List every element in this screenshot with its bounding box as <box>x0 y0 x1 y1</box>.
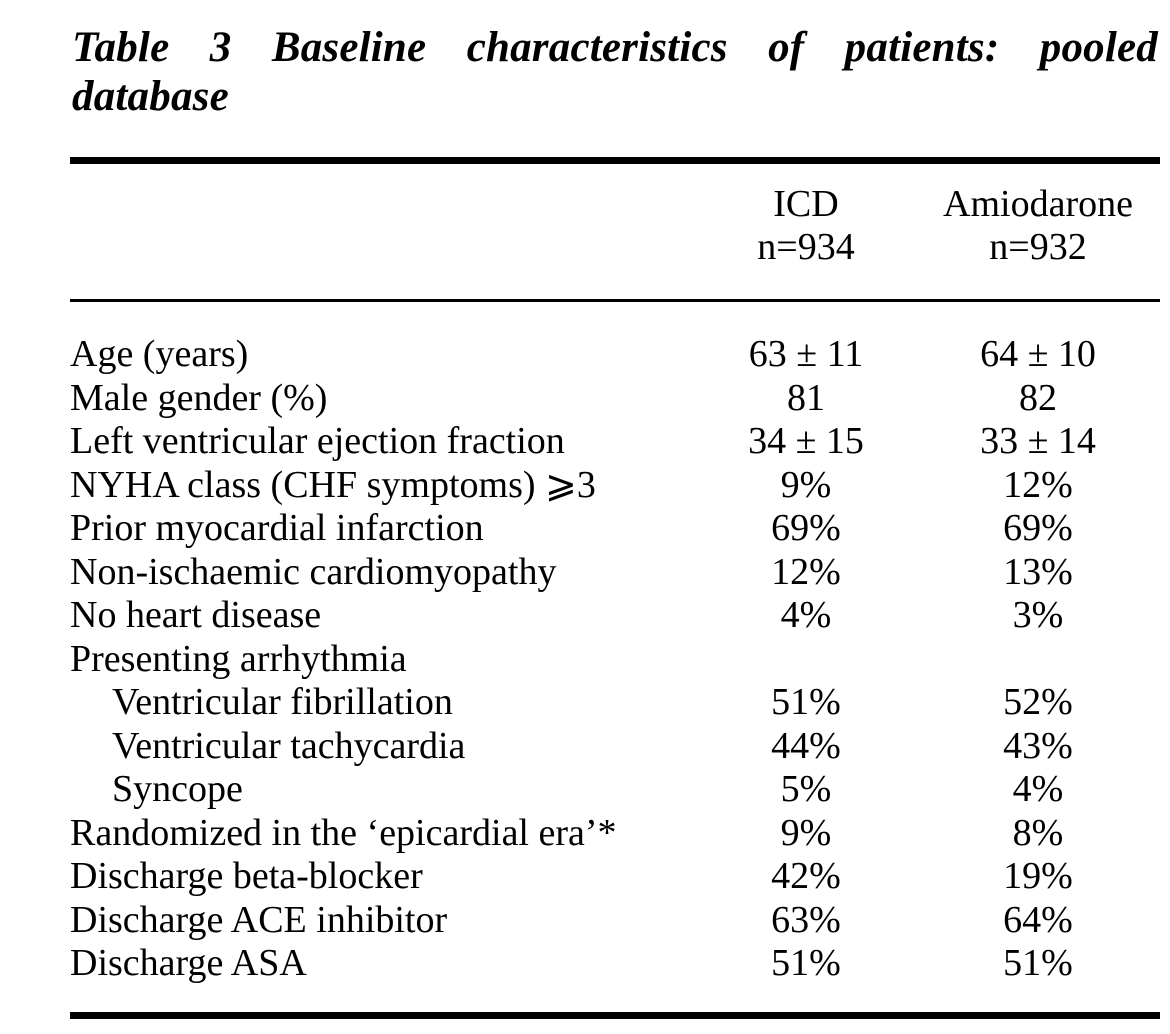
row-label: Non-ischaemic cardiomyopathy <box>70 550 557 593</box>
amiodarone-value: 12% <box>1003 463 1073 506</box>
icd-value: 5% <box>780 768 832 810</box>
table-title-line2: database <box>72 73 229 120</box>
column-header-icd: ICD n=934 <box>696 183 916 269</box>
amiodarone-value: 4% <box>1012 768 1064 810</box>
table-row: Prior myocardial infarction 69% 69% <box>70 507 1160 551</box>
row-label: Randomized in the ‘epicardial era’* <box>70 811 617 854</box>
amiodarone-value: 19% <box>1003 855 1073 897</box>
amiodarone-value: 82 <box>1019 376 1057 419</box>
table-row: Discharge beta-blocker 42% 19% <box>70 855 1160 899</box>
amiodarone-value: 3% <box>1012 594 1064 636</box>
icd-value: 69% <box>771 507 841 549</box>
row-label: Discharge beta-blocker <box>70 855 423 897</box>
row-label: Ventricular fibrillation <box>112 681 453 723</box>
table-row: Syncope 5% 4% <box>70 768 1160 812</box>
table-row: No heart disease 4% 3% <box>70 594 1160 638</box>
icd-value: 51% <box>771 942 841 984</box>
amiodarone-value: 52% <box>1003 681 1073 723</box>
row-label: Discharge ASA <box>70 942 307 984</box>
amiodarone-value: 64 ± 10 <box>980 333 1096 375</box>
amiodarone-value: 33 ± 14 <box>980 420 1096 462</box>
table-title: Table 3 Baseline characteristics of pati… <box>72 23 1158 121</box>
amiodarone-value: 69% <box>1003 507 1073 549</box>
table-row: NYHA class (CHF symptoms) ⩾3 9% 12% <box>70 464 1160 508</box>
column-header-amiodarone: Amiodarone n=932 <box>916 183 1160 269</box>
table-title-line1: Table 3 Baseline characteristics of pati… <box>72 24 1158 71</box>
top-rule <box>70 157 1160 164</box>
icd-column-n: n=934 <box>757 226 855 268</box>
column-header-row: ICD n=934 Amiodarone n=932 <box>70 183 1160 269</box>
icd-column-name: ICD <box>773 183 839 225</box>
table-row: Ventricular tachycardia 44% 43% <box>70 725 1160 769</box>
row-label: Left ventricular ejection fraction <box>70 420 565 462</box>
amiodarone-column-n: n=932 <box>989 226 1087 268</box>
row-label: Male gender (%) <box>70 376 328 419</box>
table-row: Age (years) 63 ± 11 64 ± 10 <box>70 333 1160 377</box>
table-row: Non-ischaemic cardiomyopathy 12% 13% <box>70 551 1160 595</box>
row-label: Ventricular tachycardia <box>112 724 466 767</box>
row-label: Prior myocardial infarction <box>70 507 484 549</box>
row-label: Age (years) <box>70 333 249 375</box>
table-row-group-header: Presenting arrhythmia <box>70 638 1160 682</box>
row-label: Syncope <box>112 768 243 810</box>
amiodarone-column-name: Amiodarone <box>943 183 1133 225</box>
icd-value: 9% <box>780 463 832 506</box>
icd-value: 12% <box>771 550 841 593</box>
header-rule <box>70 299 1160 302</box>
table-row: Discharge ACE inhibitor 63% 64% <box>70 899 1160 943</box>
row-label: No heart disease <box>70 594 322 636</box>
amiodarone-value: 64% <box>1003 898 1073 941</box>
amiodarone-value: 51% <box>1003 942 1073 984</box>
icd-value: 34 ± 15 <box>748 420 864 462</box>
icd-value: 51% <box>771 681 841 723</box>
table-row: Discharge ASA 51% 51% <box>70 942 1160 986</box>
table-row: Left ventricular ejection fraction 34 ± … <box>70 420 1160 464</box>
row-label: Presenting arrhythmia <box>70 637 407 680</box>
icd-value: 81 <box>787 376 825 419</box>
icd-value: 44% <box>771 724 841 767</box>
amiodarone-value: 8% <box>1012 811 1064 854</box>
row-label: Discharge ACE inhibitor <box>70 898 448 941</box>
amiodarone-value: 43% <box>1003 724 1073 767</box>
table-row: Male gender (%) 81 82 <box>70 377 1160 421</box>
table-body: Age (years) 63 ± 11 64 ± 10 Male gender … <box>70 333 1160 986</box>
icd-value: 9% <box>780 811 832 854</box>
icd-value: 42% <box>771 855 841 897</box>
bottom-rule <box>70 1012 1160 1019</box>
table-row: Randomized in the ‘epicardial era’* 9% 8… <box>70 812 1160 856</box>
icd-value: 63% <box>771 898 841 941</box>
amiodarone-value: 13% <box>1003 550 1073 593</box>
icd-value: 4% <box>780 594 832 636</box>
icd-value: 63 ± 11 <box>748 333 864 375</box>
table-row: Ventricular fibrillation 51% 52% <box>70 681 1160 725</box>
row-label: NYHA class (CHF symptoms) ⩾3 <box>70 463 596 506</box>
